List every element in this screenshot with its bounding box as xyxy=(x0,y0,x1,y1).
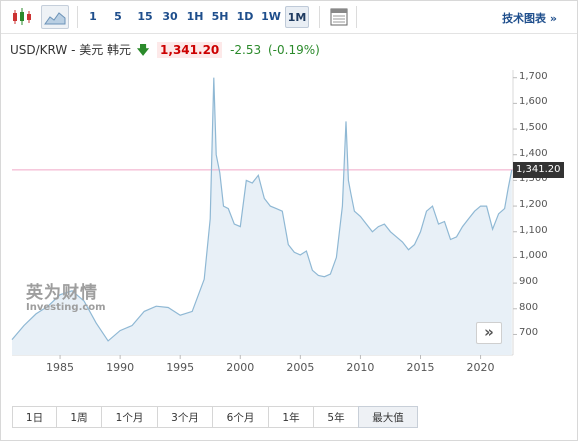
x-tick-label: 1995 xyxy=(166,361,195,374)
y-tick-label: 1,700 xyxy=(519,70,548,82)
candlestick-chart-button[interactable] xyxy=(9,5,35,29)
interval-1[interactable]: 1 xyxy=(89,10,97,23)
interval-1h[interactable]: 1H xyxy=(186,10,204,23)
y-tick-label: 1,400 xyxy=(519,147,548,159)
interval-15[interactable]: 15 xyxy=(137,10,153,23)
interval-5h[interactable]: 5H xyxy=(211,10,229,23)
y-tick-label: 1,200 xyxy=(519,199,548,211)
down-arrow-icon: 🡇 xyxy=(136,43,150,57)
chart-toolbar: 1 5 15 30 1H 5H 1D 1W 1M 技术图表 » xyxy=(1,1,577,34)
y-tick-label: 800 xyxy=(519,301,539,313)
toolbar-divider xyxy=(356,6,357,28)
x-tick-label: 2015 xyxy=(406,361,435,374)
y-tick-label: 1,600 xyxy=(519,96,548,108)
range-5y-button[interactable]: 5年 xyxy=(313,406,359,428)
interval-30[interactable]: 30 xyxy=(162,10,178,23)
currency-pair: USD/KRW - 美元 韩元 xyxy=(10,43,132,57)
range-3m-button[interactable]: 3个月 xyxy=(157,406,213,428)
range-1w-button[interactable]: 1周 xyxy=(56,406,102,428)
x-tick-label: 2000 xyxy=(226,361,255,374)
x-tick-label: 1985 xyxy=(46,361,75,374)
toolbar-divider xyxy=(77,6,78,28)
y-tick-label: 1,100 xyxy=(519,224,548,236)
price-area-fill xyxy=(12,77,512,355)
scroll-forward-button[interactable]: » xyxy=(476,322,502,344)
watermark-logo: 英为财情 Investing.com xyxy=(26,284,106,313)
watermark-brand-en: Investing.com xyxy=(26,302,106,313)
current-price-tag: 1,341.20 xyxy=(513,161,564,178)
range-max-button[interactable]: 最大值 xyxy=(358,406,418,428)
y-tick-label: 700 xyxy=(519,327,539,339)
range-1d-button[interactable]: 1日 xyxy=(12,406,57,428)
y-tick-label: 1,000 xyxy=(519,250,548,262)
interval-5[interactable]: 5 xyxy=(114,10,122,23)
indicator-settings-button[interactable] xyxy=(328,5,350,29)
toolbar-divider xyxy=(319,6,320,28)
area-chart-icon xyxy=(44,12,66,25)
range-1m-button[interactable]: 1个月 xyxy=(101,406,158,428)
interval-1m[interactable]: 1M xyxy=(285,6,309,28)
candlestick-icon xyxy=(13,8,31,25)
price-change-percent: (-0.19%) xyxy=(267,43,320,57)
y-tick-label: 900 xyxy=(519,276,539,288)
x-tick-label: 2020 xyxy=(466,361,495,374)
interval-1d[interactable]: 1D xyxy=(236,10,254,23)
range-6m-button[interactable]: 6个月 xyxy=(212,406,269,428)
y-tick-label: 1,300 xyxy=(519,173,548,185)
x-tick-label: 1990 xyxy=(106,361,135,374)
x-tick-label: 2010 xyxy=(346,361,375,374)
interval-1w[interactable]: 1W xyxy=(261,10,281,23)
area-chart-button[interactable] xyxy=(41,5,69,29)
y-tick-label: 1,500 xyxy=(519,122,548,134)
watermark-brand-cn: 英为财情 xyxy=(26,283,98,303)
x-tick-label: 2005 xyxy=(286,361,315,374)
double-chevron-right-icon: » xyxy=(484,323,494,341)
last-price: 1,341.20 xyxy=(157,42,223,58)
price-line xyxy=(11,77,513,342)
quote-header: USD/KRW - 美元 韩元 🡇 1,341.20 -2.53 (-0.19%… xyxy=(10,41,320,62)
table-icon xyxy=(330,8,348,26)
price-change: -2.53 xyxy=(230,43,262,57)
tech-chart-link[interactable]: 技术图表 » xyxy=(502,12,557,25)
range-1y-button[interactable]: 1年 xyxy=(268,406,314,428)
